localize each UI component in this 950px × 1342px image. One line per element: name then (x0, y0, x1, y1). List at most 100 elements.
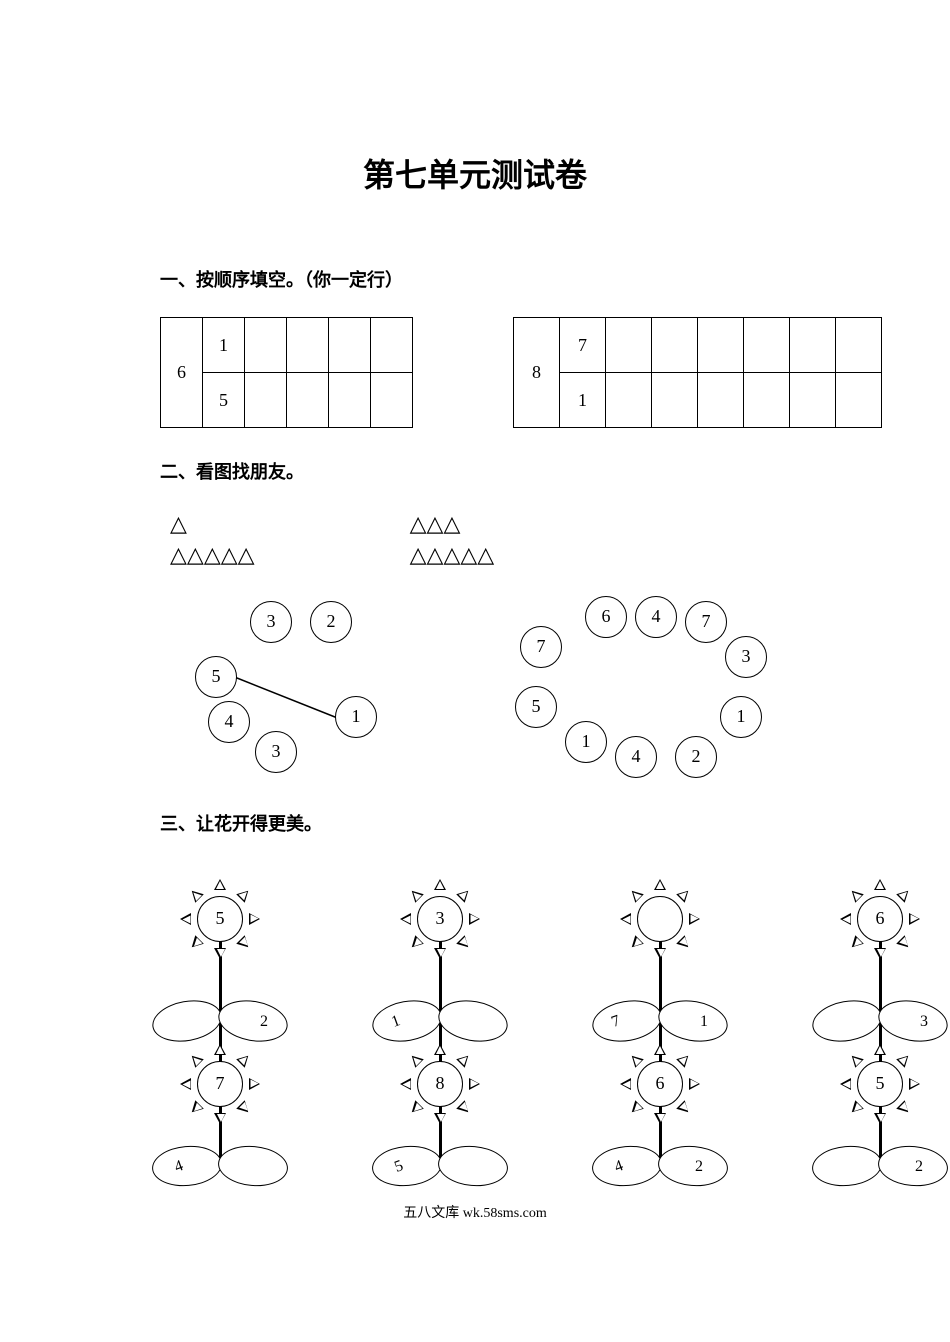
cell[interactable] (836, 318, 882, 373)
q2-heading: 二、看图找朋友。 (160, 458, 950, 484)
leaf-num-lr: 2 (915, 1158, 923, 1176)
sun-ray-mask (182, 1081, 190, 1089)
sun-ray-mask (436, 1046, 444, 1054)
cell[interactable] (606, 373, 652, 428)
sun-ray-mask (250, 1080, 258, 1088)
circle-node: 4 (635, 596, 677, 638)
cell[interactable] (698, 318, 744, 373)
cell[interactable] (606, 318, 652, 373)
sun-ray-mask (877, 1114, 885, 1122)
sun-ray-mask (910, 915, 918, 923)
sun-ray-mask (690, 915, 698, 923)
sun-ray-mask (842, 916, 850, 924)
cell[interactable] (652, 318, 698, 373)
triangle-line: △△△△△ (410, 540, 495, 571)
sun-ray-mask (876, 1046, 884, 1054)
triangles-left: △ △△△△△ (170, 509, 255, 571)
circle-node: 7 (520, 626, 562, 668)
diagram-b: 7647351142 (500, 591, 780, 791)
sun-ray-mask (216, 1046, 224, 1054)
cell[interactable] (329, 373, 371, 428)
q1-table-b: 8 7 1 (513, 317, 882, 428)
q3-flowers: 52 74 31 85 71 (150, 871, 950, 1191)
sun-ray-mask (437, 1114, 445, 1122)
sun-ray-mask (657, 1114, 665, 1122)
sun-ray-mask (876, 881, 884, 889)
sun-ray-mask (182, 916, 190, 924)
leaf-upper-left (149, 995, 225, 1047)
circle-node: 5 (195, 656, 237, 698)
cell[interactable] (744, 373, 790, 428)
sun-top: 3 (417, 896, 463, 942)
q2-diagrams: 325143 7647351142 (160, 591, 950, 791)
connect-line (232, 676, 340, 719)
tableA-lead: 6 (161, 318, 203, 428)
cell[interactable] (836, 373, 882, 428)
leaf-upper-right (655, 995, 731, 1047)
sun-ray-mask (437, 949, 445, 957)
leaf-lower-right (656, 1143, 729, 1189)
leaf-upper-left (369, 995, 445, 1047)
sun-bottom: 6 (637, 1061, 683, 1107)
leaf-lower-left (370, 1143, 443, 1189)
leaf-lower-left (590, 1143, 663, 1189)
circle-node: 4 (208, 701, 250, 743)
leaf-upper-left (809, 995, 885, 1047)
sun-ray-mask (217, 949, 225, 957)
footer: 五八文库 wk.58sms.com (0, 1202, 950, 1222)
cell[interactable] (287, 373, 329, 428)
q1-tables: 6 1 5 8 7 1 (160, 317, 950, 428)
triangle-line: △△△△△ (170, 540, 255, 571)
cell[interactable] (790, 318, 836, 373)
circle-node: 1 (720, 696, 762, 738)
circle-node: 3 (250, 601, 292, 643)
leaf-upper-right (875, 995, 950, 1047)
sun-bottom: 7 (197, 1061, 243, 1107)
circle-node: 3 (725, 636, 767, 678)
circle-node: 3 (255, 731, 297, 773)
cell[interactable] (744, 318, 790, 373)
leaf-lower-right (216, 1143, 289, 1189)
cell[interactable] (245, 373, 287, 428)
sun-ray-mask (690, 1080, 698, 1088)
sun-ray-mask (436, 881, 444, 889)
circle-node: 6 (585, 596, 627, 638)
q2-triangles: △ △△△△△ △△△ △△△△△ (170, 509, 950, 571)
triangle-line: △△△ (410, 509, 495, 540)
sun-ray-mask (470, 1080, 478, 1088)
sun-ray-mask (910, 1080, 918, 1088)
circle-node: 1 (565, 721, 607, 763)
leaf-lower-left (810, 1143, 883, 1189)
leaf-lower-right (876, 1143, 949, 1189)
leaf-lower-left (150, 1143, 223, 1189)
sun-ray-mask (656, 881, 664, 889)
sun-ray-mask (250, 915, 258, 923)
cell: 5 (203, 373, 245, 428)
cell: 1 (560, 373, 606, 428)
cell[interactable] (371, 373, 413, 428)
q1-heading: 一、按顺序填空。（你一定行） (160, 266, 950, 292)
cell: 7 (560, 318, 606, 373)
sun-bottom: 8 (417, 1061, 463, 1107)
cell[interactable] (652, 373, 698, 428)
cell[interactable] (245, 318, 287, 373)
diagram-a: 325143 (160, 591, 440, 791)
cell[interactable] (287, 318, 329, 373)
cell[interactable] (371, 318, 413, 373)
q3-heading: 三、让花开得更美。 (160, 810, 322, 836)
sun-top: 5 (197, 896, 243, 942)
cell[interactable] (790, 373, 836, 428)
leaf-num-ur: 1 (700, 1013, 708, 1031)
cell[interactable] (698, 373, 744, 428)
cell[interactable] (329, 318, 371, 373)
circle-node: 5 (515, 686, 557, 728)
circle-node: 1 (335, 696, 377, 738)
sun-top[interactable] (637, 896, 683, 942)
leaf-upper-left (589, 995, 665, 1047)
leaf-upper-right (215, 995, 291, 1047)
sun-ray-mask (622, 916, 630, 924)
triangle-line: △ (170, 509, 255, 540)
leaf-num-ur: 3 (920, 1013, 928, 1031)
flower: 52 74 (150, 871, 290, 1191)
tableB-lead: 8 (514, 318, 560, 428)
